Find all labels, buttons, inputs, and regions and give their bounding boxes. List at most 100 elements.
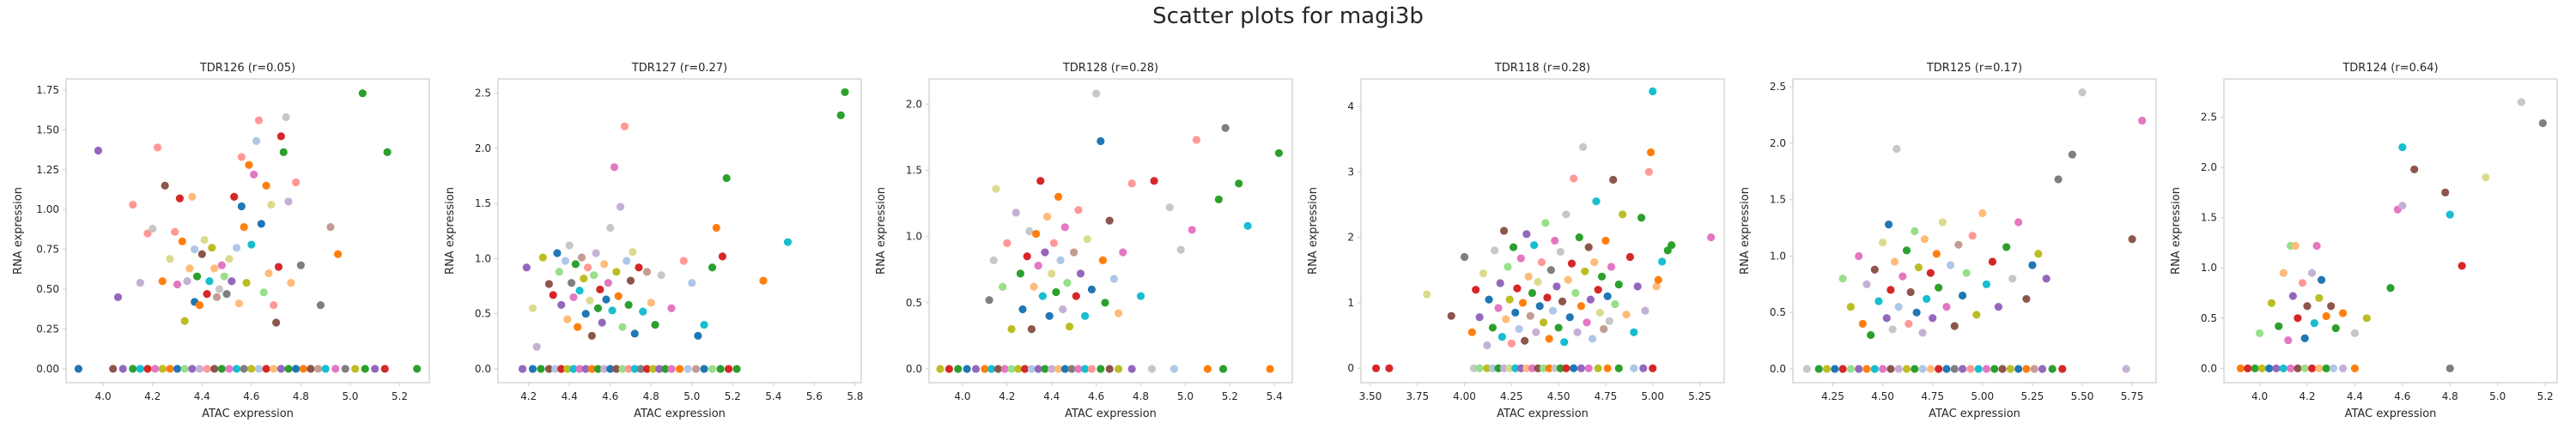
data-point [836, 111, 845, 120]
data-point [544, 365, 554, 373]
data-point [592, 249, 600, 257]
data-point [518, 365, 527, 373]
x-tick-label: 4.4 [194, 390, 210, 402]
x-tick-label: 4.4 [2347, 390, 2363, 402]
data-point [321, 365, 330, 373]
data-point [563, 365, 572, 373]
data-point [2362, 314, 2371, 323]
data-point [2279, 269, 2287, 277]
plot-area [65, 78, 430, 384]
data-point [1584, 364, 1593, 372]
data-point [1622, 311, 1631, 319]
data-point [1886, 286, 1895, 294]
data-point [550, 365, 560, 373]
data-point [129, 201, 137, 209]
data-point [2054, 175, 2063, 184]
data-point [1594, 286, 1602, 294]
data-point [1499, 227, 1509, 235]
data-point [232, 365, 241, 373]
data-point [1488, 323, 1498, 332]
y-tick-label: 1.0 [475, 252, 491, 264]
data-point [1577, 364, 1586, 372]
data-point [583, 263, 592, 272]
y-tick-label: 3 [1347, 166, 1354, 178]
data-point [2008, 275, 2017, 283]
y-axis-label: RNA expression [1307, 187, 1320, 275]
data-point [1165, 203, 1174, 212]
data-point [1594, 364, 1602, 372]
data-point [1018, 305, 1027, 314]
data-point [1641, 306, 1649, 315]
data-point [1534, 364, 1542, 372]
data-point [575, 287, 584, 295]
data-point [247, 365, 256, 373]
data-point [2322, 311, 2330, 321]
data-point [234, 299, 244, 308]
data-point [992, 184, 1000, 193]
data-point [74, 365, 82, 373]
data-point [2410, 165, 2419, 174]
data-point [1878, 239, 1887, 247]
data-point [2034, 250, 2043, 258]
data-point [1552, 282, 1561, 291]
data-point [1038, 292, 1047, 300]
data-point [173, 280, 182, 289]
data-point [2022, 294, 2031, 304]
data-point [1619, 210, 1627, 219]
data-point [1588, 335, 1597, 343]
data-point [553, 249, 562, 257]
data-point [612, 268, 621, 276]
data-point [1668, 241, 1676, 250]
y-tick-label: 1.75 [36, 84, 59, 96]
data-point [1814, 365, 1823, 373]
data-point [210, 365, 219, 373]
data-point [2279, 364, 2287, 372]
x-tick-label: 4.8 [643, 390, 659, 402]
data-point [2307, 269, 2317, 277]
data-point [2078, 88, 2087, 97]
data-point [1942, 303, 1951, 311]
x-tick-label: 4.50 [1871, 390, 1894, 402]
data-point [1894, 365, 1903, 373]
data-point [1652, 282, 1661, 291]
data-point [316, 300, 325, 310]
y-tick-label: 1 [1347, 297, 1354, 309]
data-point [1218, 365, 1228, 373]
data-point [1846, 365, 1856, 373]
x-axis-label: ATAC expression [1929, 408, 2020, 420]
data-point [1507, 339, 1516, 347]
y-tick-label: 0.5 [1770, 306, 1786, 318]
data-point [1565, 313, 1574, 322]
data-point [1034, 261, 1042, 270]
data-point [712, 223, 720, 233]
data-point [222, 290, 231, 299]
data-point [1491, 246, 1499, 255]
data-point [1570, 364, 1578, 372]
data-point [1562, 210, 1571, 219]
data-point [1611, 299, 1619, 309]
data-point [1932, 250, 1941, 258]
data-point [1522, 364, 1531, 372]
data-point [113, 293, 123, 301]
data-point [1034, 365, 1042, 373]
data-point [2322, 364, 2330, 372]
data-point [708, 263, 717, 272]
data-point [1000, 365, 1009, 373]
y-tick-label: 0.00 [36, 363, 59, 375]
data-point [2293, 314, 2302, 323]
y-tick-label: 0.50 [36, 283, 59, 295]
data-point [1583, 318, 1591, 327]
data-point [629, 248, 637, 257]
data-point [237, 153, 246, 161]
data-point [2244, 364, 2252, 372]
data-point [602, 295, 611, 304]
y-tick-label: 0.25 [36, 323, 59, 335]
data-point [1625, 252, 1635, 262]
data-point [136, 279, 144, 287]
data-point [254, 365, 264, 373]
data-point [1633, 282, 1642, 291]
data-point [1982, 280, 1991, 288]
data-point [1081, 365, 1090, 373]
data-point [1838, 365, 1847, 373]
